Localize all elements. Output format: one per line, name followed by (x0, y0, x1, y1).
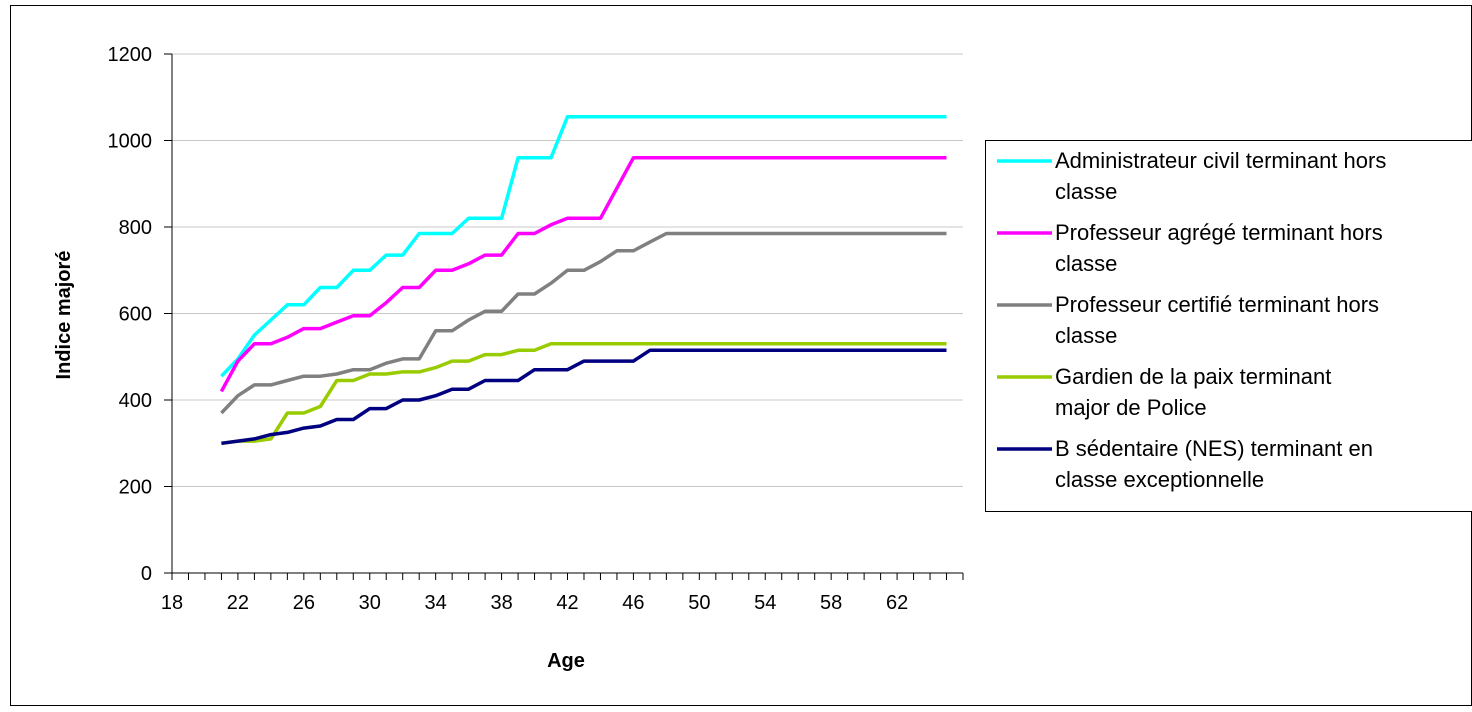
x-tick-label: 30 (359, 592, 381, 614)
x-axis-title: Age (547, 650, 585, 672)
y-tick-label: 400 (119, 390, 152, 412)
x-tick-label: 58 (820, 592, 842, 614)
x-tick-label: 18 (161, 592, 183, 614)
x-tick-label: 50 (688, 592, 710, 614)
x-tick-label: 42 (556, 592, 578, 614)
y-tick-label: 800 (119, 217, 152, 239)
y-tick-label: 1000 (108, 131, 153, 153)
x-tick-label: 34 (425, 592, 447, 614)
x-tick-label: 54 (754, 592, 776, 614)
y-axis-title: Indice majoré (53, 251, 75, 380)
y-tick-label: 0 (141, 563, 152, 585)
x-tick-label: 62 (886, 592, 908, 614)
x-tick-label: 46 (622, 592, 644, 614)
y-tick-label: 1200 (108, 44, 153, 66)
x-tick-label: 38 (490, 592, 512, 614)
y-tick-label: 600 (119, 304, 152, 326)
x-tick-label: 26 (293, 592, 315, 614)
y-tick-label: 200 (119, 477, 152, 499)
x-tick-label: 22 (227, 592, 249, 614)
